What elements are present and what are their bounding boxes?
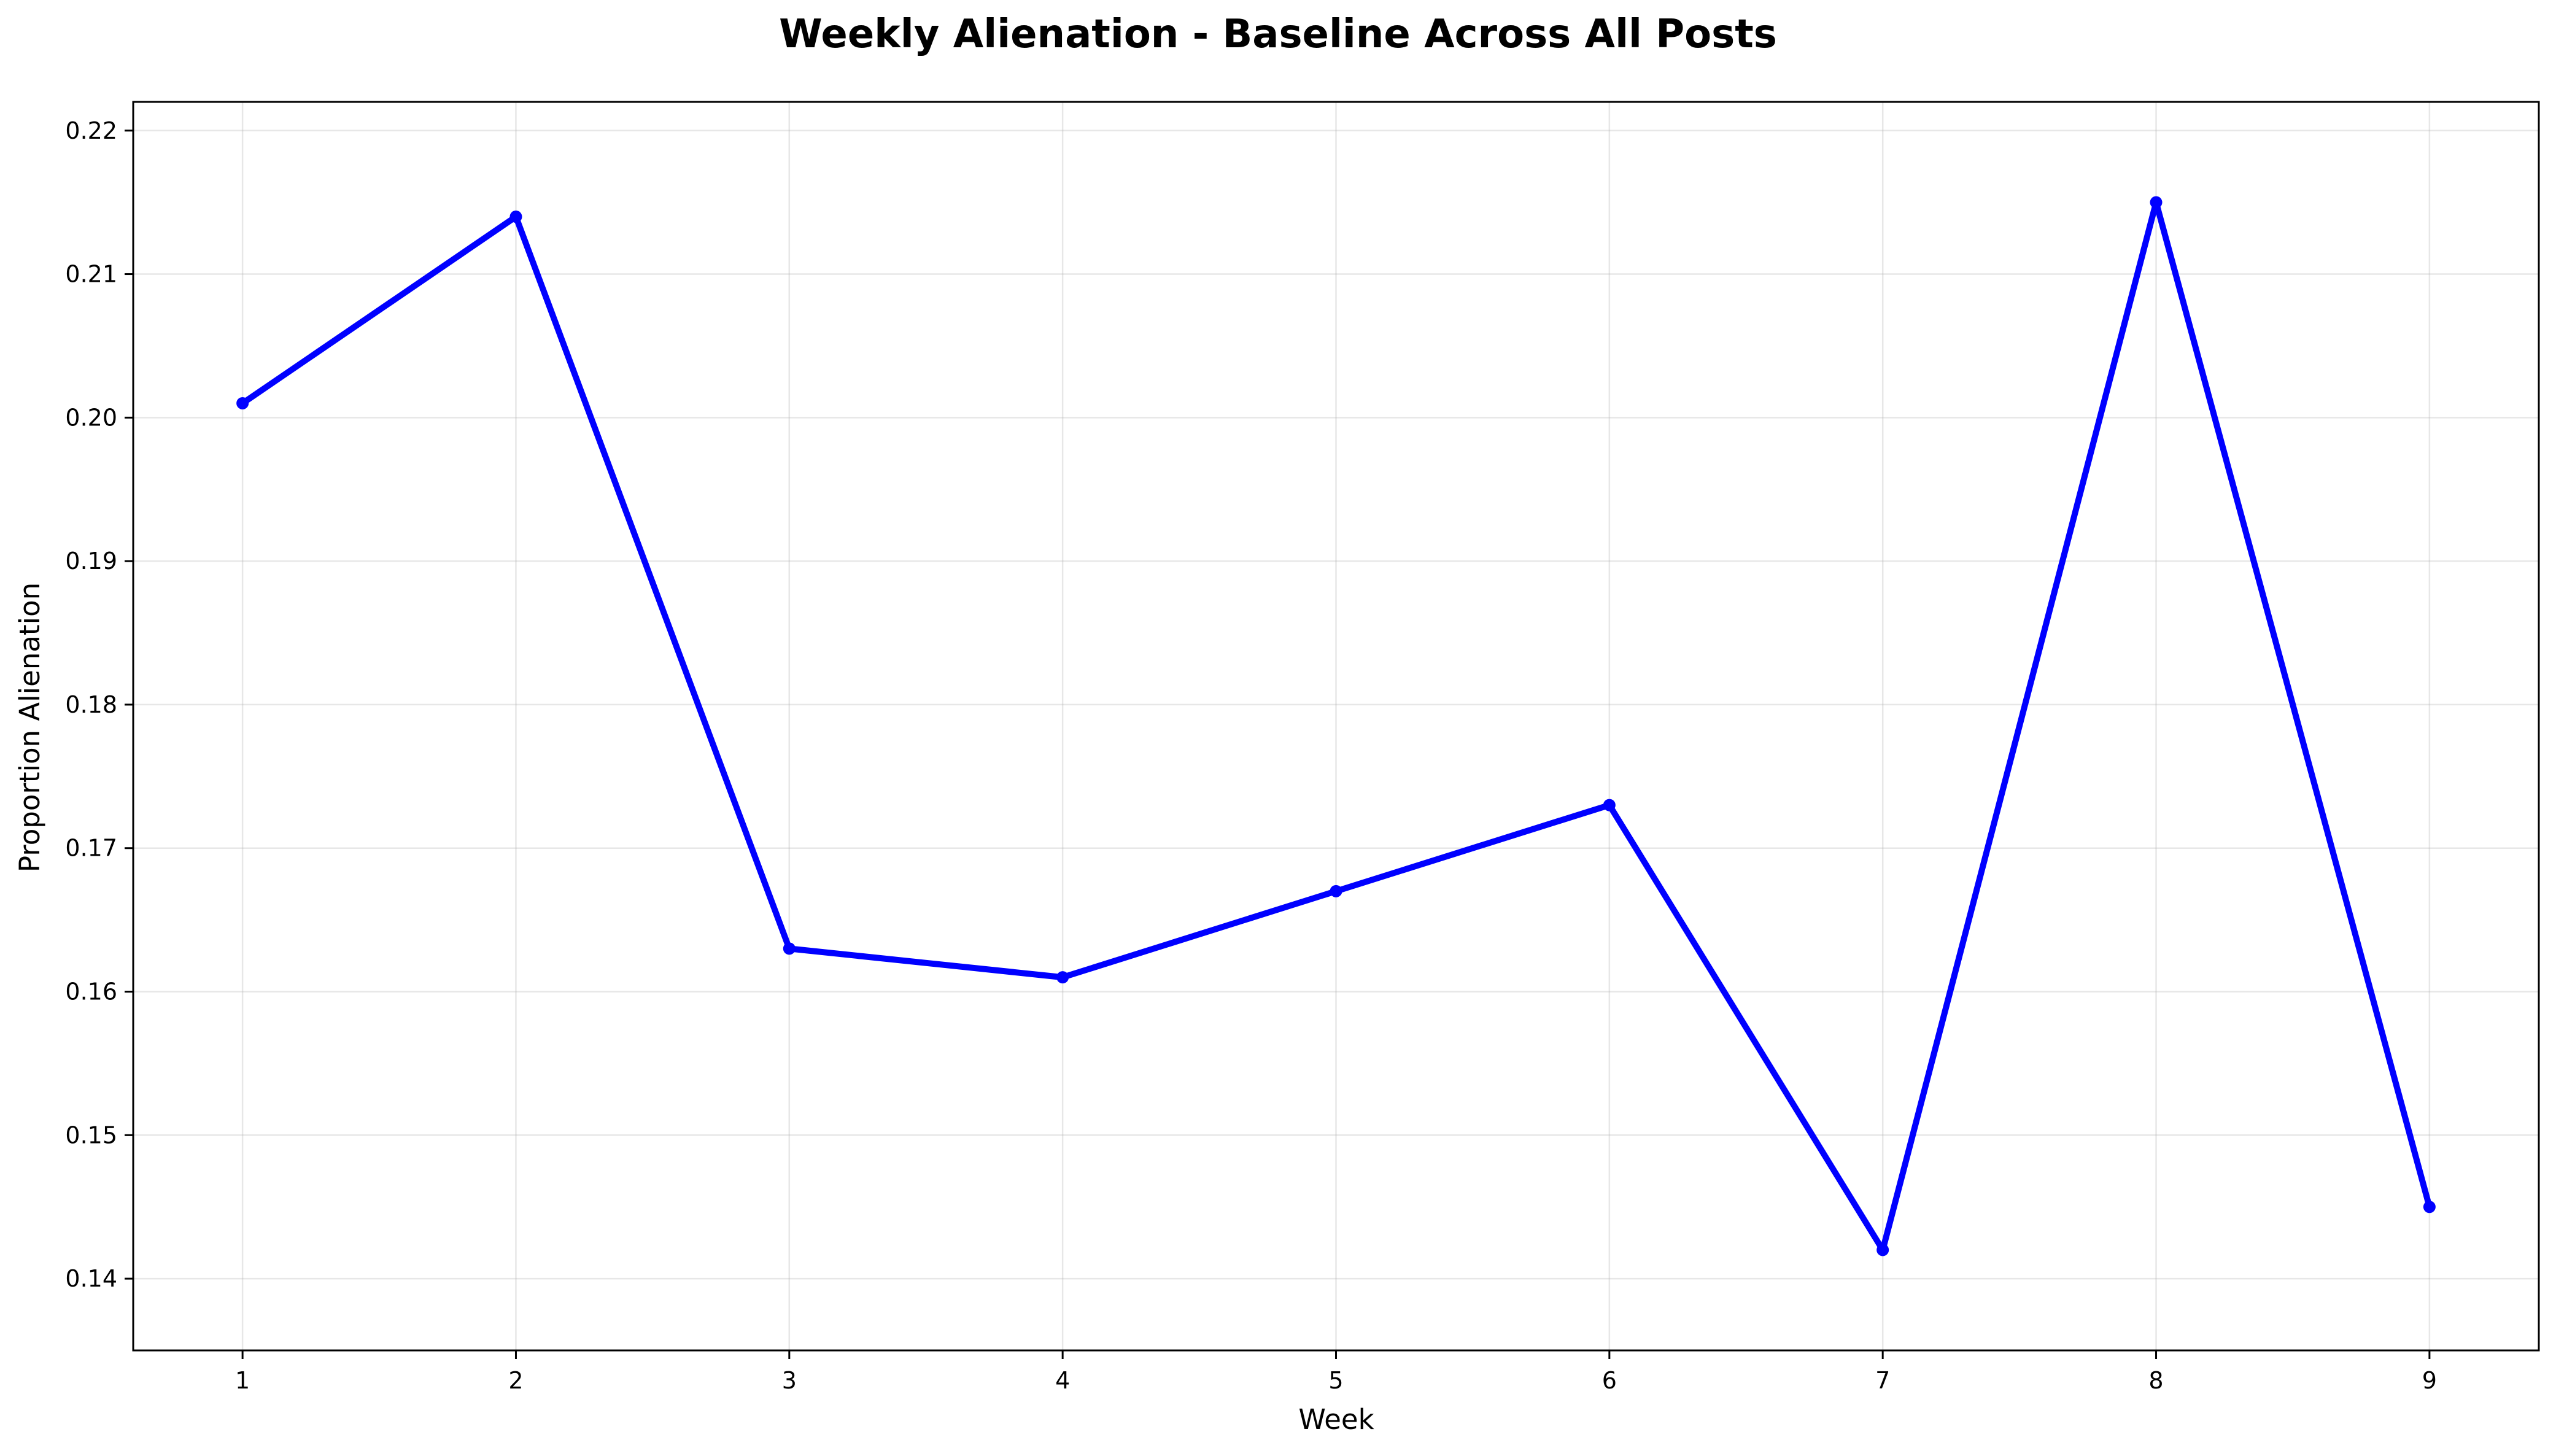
x-tick-label: 8 — [2148, 1367, 2163, 1394]
x-tick-label: 1 — [235, 1367, 250, 1394]
data-point — [2423, 1201, 2436, 1214]
y-tick-label: 0.18 — [65, 691, 117, 718]
y-tick-label: 0.16 — [65, 978, 117, 1005]
x-tick-label: 6 — [1602, 1367, 1617, 1394]
data-point — [509, 211, 522, 223]
data-point — [236, 397, 249, 409]
y-tick-label: 0.20 — [65, 404, 117, 431]
x-axis-label: Week — [1298, 1403, 1374, 1436]
y-tick-label: 0.14 — [65, 1265, 117, 1292]
data-point — [1876, 1244, 1889, 1257]
data-point — [2150, 196, 2163, 209]
data-point — [783, 942, 796, 955]
y-tick-label: 0.15 — [65, 1121, 117, 1148]
x-tick-label: 5 — [1328, 1367, 1343, 1394]
grid-lines — [133, 102, 2539, 1350]
x-tick-label: 3 — [782, 1367, 797, 1394]
y-tick-label: 0.17 — [65, 835, 117, 862]
y-tick-label: 0.21 — [65, 261, 117, 288]
chart-title: Weekly Alienation - Baseline Across All … — [779, 12, 1777, 57]
series-layer — [236, 196, 2436, 1257]
x-tick-label: 2 — [508, 1367, 523, 1394]
data-point — [1056, 971, 1069, 984]
y-tick-label: 0.19 — [65, 548, 117, 575]
x-tick-label: 7 — [1875, 1367, 1890, 1394]
y-tick-label: 0.22 — [65, 117, 117, 144]
x-tick-label: 9 — [2422, 1367, 2437, 1394]
data-point — [1603, 799, 1616, 811]
y-axis-label: Proportion Alienation — [14, 583, 46, 872]
data-point — [1330, 885, 1342, 897]
x-tick-label: 4 — [1055, 1367, 1070, 1394]
tick-layer: 1 2 3 4 5 6 7 8 9 0.14 0.15 0.16 0.17 0.18 0.19 0.20 0.2… — [65, 117, 2437, 1394]
